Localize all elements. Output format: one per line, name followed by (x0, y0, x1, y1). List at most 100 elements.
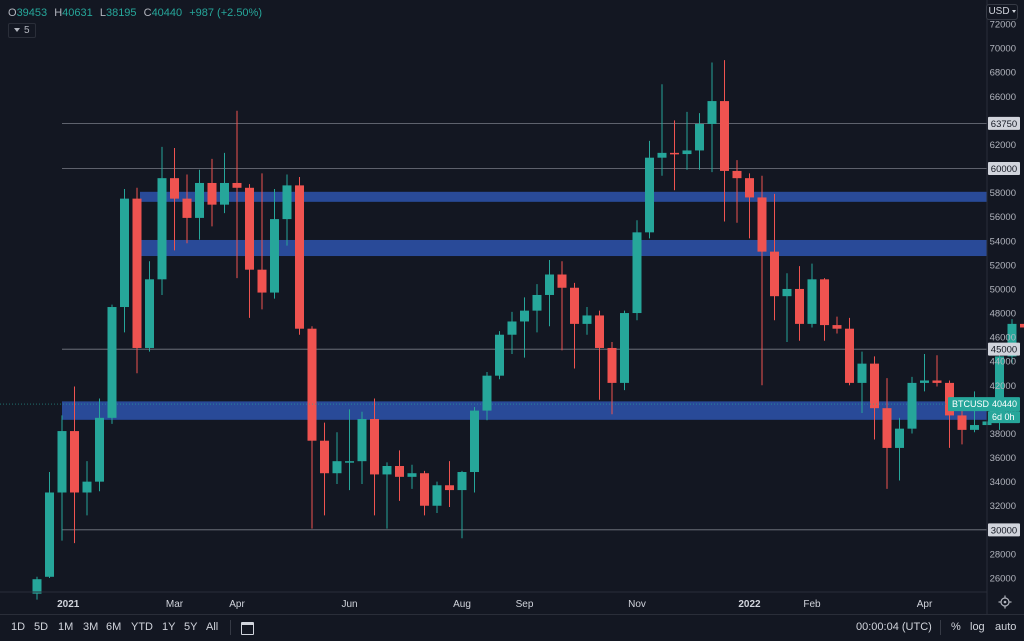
candle (83, 461, 92, 515)
candle (445, 461, 454, 507)
candle-body (70, 431, 79, 492)
candle (433, 482, 442, 513)
percent-toggle[interactable]: % (951, 621, 961, 633)
candle-body (958, 415, 967, 429)
candle (545, 260, 554, 326)
candle-body (295, 185, 304, 328)
candle (508, 312, 517, 354)
candle (133, 188, 142, 373)
price-tick-label: 58000 (990, 188, 1016, 199)
candle-body (95, 418, 104, 482)
candle (708, 63, 717, 173)
candle-body (420, 473, 429, 506)
timeframe-1m[interactable]: 1M (58, 621, 73, 633)
zone-band (140, 240, 987, 256)
candle-body (320, 441, 329, 474)
timeframe-5y[interactable]: 5Y (184, 621, 197, 633)
candle-body (233, 183, 242, 188)
candle-body (270, 219, 279, 292)
level-label-text: 30000 (991, 525, 1017, 536)
candle (895, 418, 904, 481)
candle-body (833, 325, 842, 329)
candle (745, 173, 754, 238)
price-tick-label: 34000 (990, 477, 1016, 488)
price-tick-label: 68000 (990, 68, 1016, 79)
zone-band (140, 192, 987, 202)
ohlc-legend: O39453 H40631 L38195 C40440 +987 (+2.50%… (8, 7, 262, 19)
candle (883, 378, 892, 489)
timeframe-5d[interactable]: 5D (34, 621, 48, 633)
candle-body (870, 364, 879, 409)
candle (870, 356, 879, 439)
candle (583, 307, 592, 335)
log-toggle[interactable]: log (970, 621, 985, 633)
chevron-down-icon (1012, 10, 1016, 13)
candle-body (670, 153, 679, 155)
auto-toggle[interactable]: auto (995, 621, 1016, 633)
timeframe-1y[interactable]: 1Y (162, 621, 175, 633)
candle (45, 472, 54, 578)
candlestick-series (33, 60, 1024, 600)
candle-body (595, 315, 604, 348)
candle-body (45, 492, 54, 576)
price-axis[interactable]: 2600028000300003200034000360003800040000… (990, 20, 1016, 585)
timeframe-all[interactable]: All (206, 621, 218, 633)
candle (695, 113, 704, 170)
price-tick-label: 38000 (990, 429, 1016, 440)
candle-body (433, 485, 442, 505)
time-tick-label: Mar (166, 599, 184, 610)
calendar-range-icon[interactable] (241, 622, 254, 635)
candle-body (408, 473, 417, 477)
indicator-toggle[interactable]: 5 (8, 23, 36, 38)
indicator-count: 5 (24, 25, 30, 36)
candle (358, 412, 367, 484)
candle (283, 175, 292, 246)
timeframe-ytd[interactable]: YTD (131, 621, 153, 633)
candle-body (745, 178, 754, 197)
currency-selector[interactable]: USD (986, 4, 1018, 20)
candle-body (145, 279, 154, 348)
candle (908, 377, 917, 434)
candle-body (733, 171, 742, 178)
candle (1020, 311, 1024, 362)
candle (595, 311, 604, 400)
candle-body (645, 158, 654, 233)
price-tick-label: 32000 (990, 501, 1016, 512)
candle (845, 318, 854, 385)
price-tick-label: 36000 (990, 453, 1016, 464)
zone-band (62, 401, 987, 419)
timeframe-3m[interactable]: 3M (83, 621, 98, 633)
candle (658, 84, 667, 176)
candle-body (708, 101, 717, 124)
candle-body (920, 380, 929, 382)
candle (320, 423, 329, 516)
candle (670, 120, 679, 190)
candle (683, 112, 692, 170)
candle (570, 283, 579, 369)
candle-body (495, 335, 504, 376)
candle-body (470, 411, 479, 472)
candle (195, 170, 204, 240)
time-tick-label: Aug (453, 599, 471, 610)
high-value: 40631 (62, 7, 93, 19)
candle (108, 305, 117, 424)
candle-body (808, 279, 817, 324)
candle (558, 261, 567, 350)
level-label-text: 63750 (991, 119, 1017, 130)
price-tick-label: 62000 (990, 140, 1016, 151)
timeframe-1d[interactable]: 1D (11, 621, 25, 633)
candle-body (333, 461, 342, 473)
candle-body (845, 329, 854, 383)
gear-icon[interactable] (999, 596, 1012, 609)
candle-body (633, 232, 642, 313)
candle (308, 326, 317, 528)
timeframe-6m[interactable]: 6M (106, 621, 121, 633)
price-tick-label: 72000 (990, 20, 1016, 31)
candle (145, 261, 154, 351)
candle-body (533, 295, 542, 311)
candle-body (208, 183, 217, 205)
candle (758, 176, 767, 386)
utc-clock[interactable]: 00:00:04 (UTC) (856, 621, 932, 633)
